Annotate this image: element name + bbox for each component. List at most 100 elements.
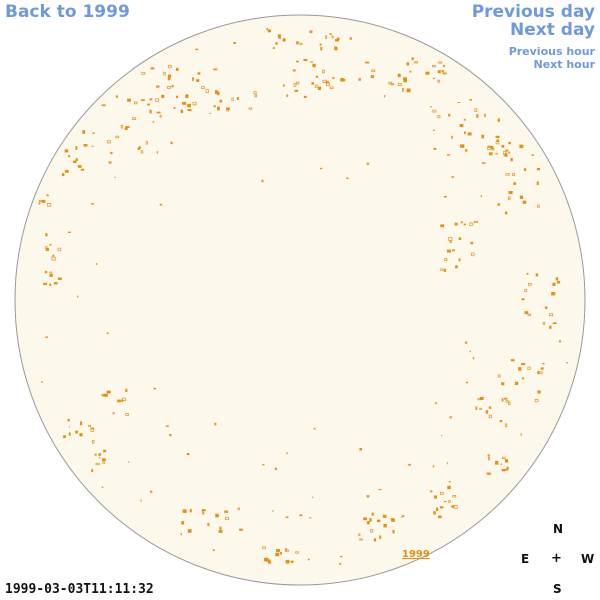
feature-mark: [286, 94, 289, 97]
feature-mark: [233, 42, 236, 44]
feature-mark: [274, 467, 277, 470]
feature-mark: [187, 103, 192, 108]
feature-mark: [156, 111, 161, 114]
feature-mark: [140, 99, 145, 101]
feature-mark: [527, 366, 531, 370]
feature-mark: [446, 462, 448, 465]
feature-contours: [38, 28, 568, 565]
feature-mark: [551, 292, 556, 296]
feature-mark: [79, 433, 83, 437]
feature-mark: [224, 516, 229, 521]
feature-mark: [169, 434, 172, 437]
feature-mark: [370, 529, 374, 533]
feature-mark: [505, 468, 508, 471]
feature-mark: [45, 233, 48, 237]
feature-mark: [504, 211, 508, 215]
feature-mark: [448, 481, 451, 483]
feature-mark: [189, 508, 192, 513]
feature-mark: [411, 57, 414, 61]
feature-mark: [442, 64, 445, 68]
next-day-link[interactable]: Next day: [510, 20, 595, 40]
year-tag-link[interactable]: 1999: [402, 549, 430, 560]
compass-north: N: [553, 522, 564, 536]
feature-mark: [552, 282, 556, 286]
feature-mark: [430, 106, 432, 108]
previous-day-link[interactable]: Previous day: [471, 2, 595, 22]
feature-mark: [124, 127, 128, 130]
feature-mark: [495, 135, 500, 138]
feature-mark: [182, 509, 187, 513]
feature-mark: [542, 363, 545, 365]
feature-mark: [446, 249, 451, 253]
feature-mark: [521, 298, 525, 301]
feature-mark: [526, 272, 529, 275]
feature-mark: [414, 61, 419, 64]
feature-mark: [141, 72, 146, 75]
feature-mark: [282, 38, 286, 42]
feature-mark: [432, 465, 435, 468]
feature-mark: [226, 109, 230, 112]
previous-hour-link[interactable]: Previous hour: [508, 45, 595, 58]
feature-mark: [224, 510, 229, 513]
feature-mark: [343, 78, 346, 82]
feature-mark: [464, 131, 466, 134]
feature-mark: [98, 453, 102, 456]
feature-mark: [552, 322, 557, 325]
feature-mark: [43, 282, 48, 285]
feature-mark: [469, 99, 473, 101]
feature-mark: [275, 552, 280, 557]
feature-mark: [115, 135, 120, 139]
feature-mark: [125, 388, 128, 392]
feature-mark: [149, 98, 153, 101]
feature-mark: [53, 282, 58, 285]
feature-mark: [314, 84, 318, 88]
feature-mark: [502, 456, 506, 460]
feature-mark: [207, 523, 210, 526]
feature-mark: [47, 203, 52, 207]
feature-mark: [82, 130, 86, 134]
next-hour-link[interactable]: Next hour: [533, 58, 596, 71]
feature-mark: [376, 519, 381, 523]
feature-mark: [473, 220, 479, 224]
feature-mark: [433, 147, 437, 150]
feature-mark: [147, 103, 151, 106]
feature-mark: [286, 452, 288, 455]
feature-mark: [439, 506, 444, 509]
feature-mark: [470, 241, 474, 245]
back-to-year-link[interactable]: Back to 1999: [5, 2, 130, 22]
feature-mark: [487, 454, 490, 457]
feature-mark: [313, 427, 316, 430]
feature-mark: [192, 101, 197, 106]
feature-mark: [108, 161, 112, 164]
feature-mark: [425, 71, 430, 75]
feature-mark: [491, 147, 495, 151]
feature-mark: [442, 72, 447, 75]
feature-mark: [464, 341, 468, 344]
feature-mark: [79, 421, 83, 426]
feature-mark: [340, 555, 343, 558]
feature-mark: [508, 401, 511, 406]
feature-mark: [312, 63, 316, 68]
feature-mark: [334, 46, 338, 51]
feature-mark: [520, 433, 522, 436]
feature-mark: [432, 109, 437, 113]
feature-mark: [262, 463, 265, 466]
feature-mark: [173, 107, 176, 109]
feature-mark: [187, 109, 192, 112]
feature-mark: [384, 95, 386, 98]
feature-mark: [94, 453, 97, 456]
feature-mark: [397, 73, 401, 78]
feature-mark: [559, 340, 561, 343]
feature-mark: [176, 95, 179, 99]
feature-mark: [432, 129, 435, 131]
feature-mark: [63, 435, 66, 438]
feature-mark: [513, 182, 517, 185]
feature-mark: [95, 462, 100, 466]
feature-mark: [325, 35, 328, 39]
solar-disk: [14, 14, 586, 586]
feature-mark: [299, 514, 303, 517]
feature-mark: [267, 29, 271, 33]
feature-mark: [201, 86, 205, 90]
feature-mark: [159, 203, 163, 206]
